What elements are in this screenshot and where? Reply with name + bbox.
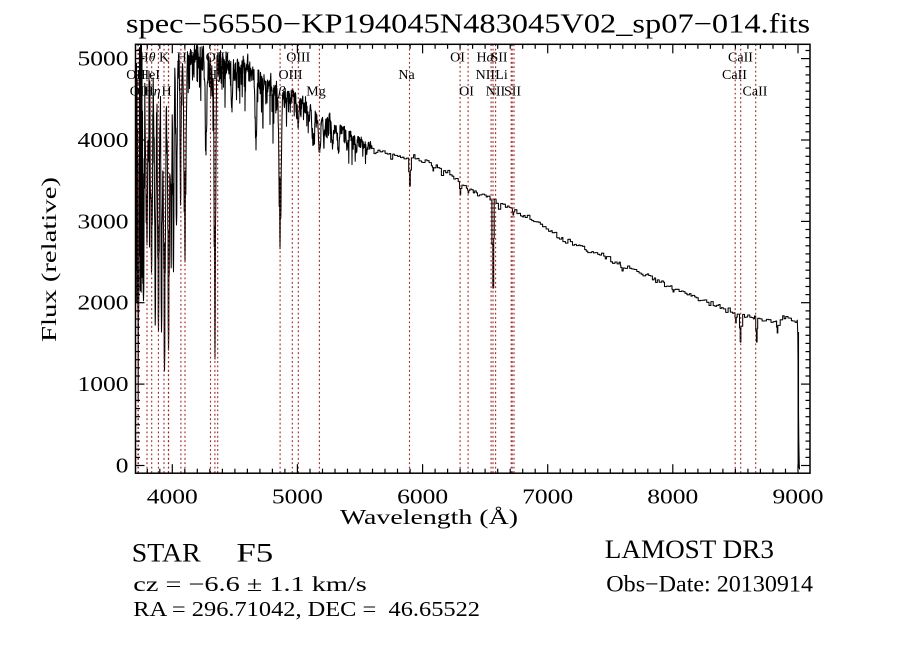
svg-text:2000: 2000 bbox=[78, 291, 129, 315]
svg-text:OI: OI bbox=[459, 85, 474, 100]
svg-text:SII: SII bbox=[504, 85, 521, 100]
svg-text:CaII: CaII bbox=[743, 85, 768, 100]
svg-text:Hγ: Hγ bbox=[207, 68, 223, 83]
svg-text:Hβ: Hβ bbox=[268, 85, 285, 100]
svg-text:K: K bbox=[159, 51, 169, 66]
svg-text:NII: NII bbox=[486, 85, 506, 100]
svg-text:Wavelength (Å): Wavelength (Å) bbox=[340, 505, 518, 529]
svg-text:RA = 296.71042, DEC = 46.6552: RA = 296.71042, DEC = 46.65522 bbox=[133, 597, 480, 621]
svg-text:Obs−Date: 20130914: Obs−Date: 20130914 bbox=[606, 572, 813, 597]
svg-text:OIII: OIII bbox=[206, 51, 230, 66]
svg-text:CaII: CaII bbox=[722, 68, 747, 83]
svg-text:LAMOST DR3: LAMOST DR3 bbox=[605, 535, 774, 564]
svg-text:OII: OII bbox=[126, 68, 146, 83]
svg-text:Hδ: Hδ bbox=[177, 51, 194, 66]
svg-text:4000: 4000 bbox=[147, 485, 198, 509]
svg-text:Hα: Hα bbox=[477, 51, 495, 66]
svg-text:F5: F5 bbox=[236, 538, 273, 567]
svg-text:OIII: OIII bbox=[278, 68, 302, 83]
svg-text:Flux (relative): Flux (relative) bbox=[37, 177, 61, 342]
svg-text:SII: SII bbox=[490, 51, 507, 66]
svg-text:5000: 5000 bbox=[78, 47, 129, 71]
svg-text:5000: 5000 bbox=[272, 485, 323, 509]
svg-text:cz = −6.6 ± 1.1 km/s: cz = −6.6 ± 1.1 km/s bbox=[133, 572, 366, 596]
svg-text:3000: 3000 bbox=[78, 209, 129, 233]
svg-text:8000: 8000 bbox=[647, 485, 698, 509]
svg-text:NII: NII bbox=[476, 68, 496, 83]
svg-text:Hθ: Hθ bbox=[138, 51, 155, 66]
svg-text:STAR: STAR bbox=[132, 538, 202, 567]
svg-text:OII: OII bbox=[130, 85, 150, 100]
svg-text:Na: Na bbox=[398, 68, 415, 83]
svg-text:HeI: HeI bbox=[139, 68, 160, 83]
svg-text:Mg: Mg bbox=[306, 85, 325, 100]
svg-text:spec−56550−KP194045N483045V02_: spec−56550−KP194045N483045V02_sp07−014.f… bbox=[126, 9, 810, 39]
svg-text:OIII: OIII bbox=[286, 51, 310, 66]
svg-text:7000: 7000 bbox=[522, 485, 573, 509]
svg-text:9000: 9000 bbox=[773, 485, 824, 509]
svg-text:1000: 1000 bbox=[78, 372, 129, 396]
svg-text:4000: 4000 bbox=[78, 128, 129, 152]
svg-text:OI: OI bbox=[450, 51, 465, 66]
svg-text:CaII: CaII bbox=[728, 51, 753, 66]
svg-text:H: H bbox=[161, 85, 171, 100]
svg-text:Li: Li bbox=[495, 68, 508, 83]
svg-text:6000: 6000 bbox=[397, 485, 448, 509]
svg-text:0: 0 bbox=[116, 454, 129, 478]
svg-text:Hη: Hη bbox=[143, 85, 160, 100]
